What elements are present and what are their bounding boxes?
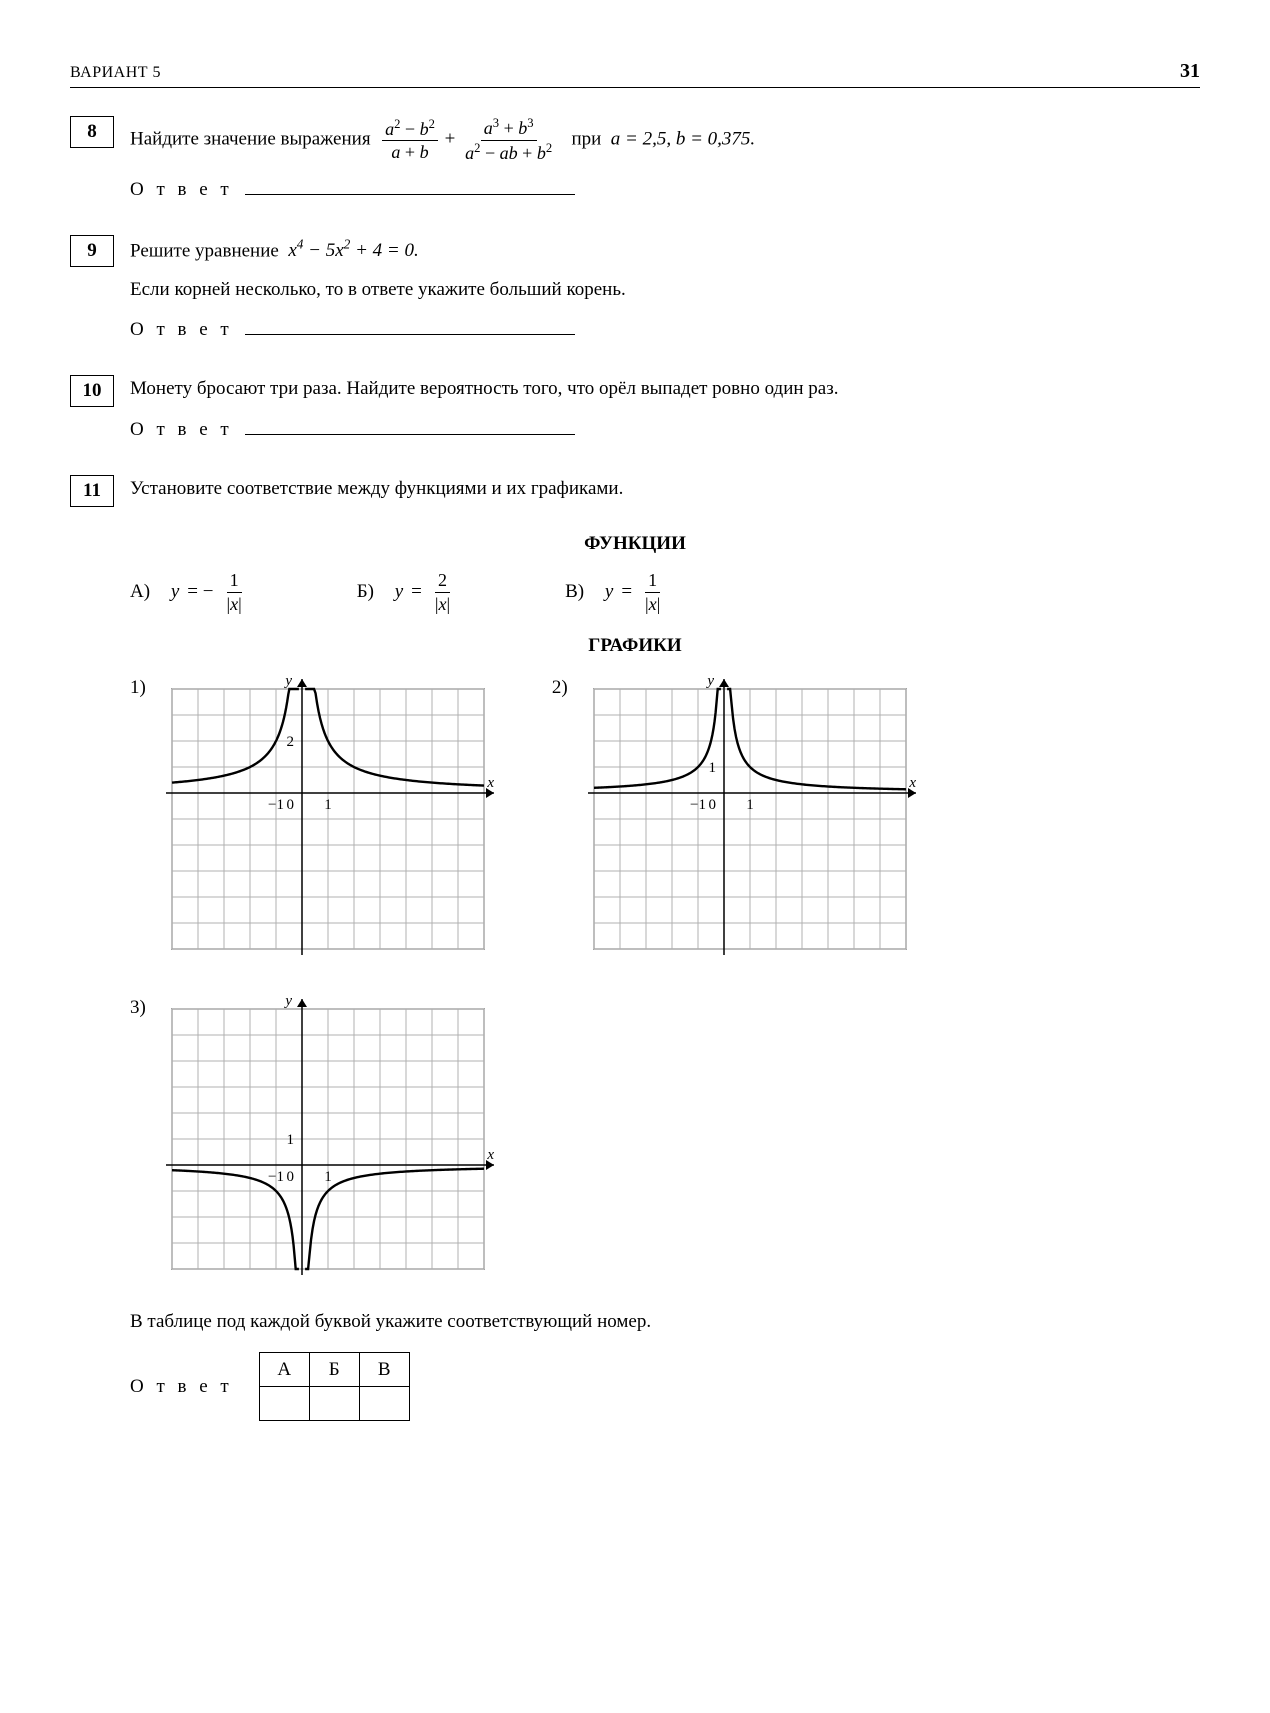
problem-11-note: В таблице под каждой буквой укажите соот…: [70, 1311, 1200, 1333]
graph-3-svg: x y 0 1 −1 1: [154, 991, 502, 1287]
graph-1: 1) xy01−12: [130, 671, 502, 967]
functions-list: А) y = − 1|x| Б) y = 2|x| В) y = 1|x|: [70, 569, 1200, 615]
variant-label: ВАРИАНТ 5: [70, 64, 161, 82]
problem-8-values: a = 2,5, b = 0,375.: [611, 128, 755, 149]
answer-line-10: О т в е т: [130, 414, 1200, 441]
th-v: В: [359, 1353, 409, 1387]
page-number: 31: [1180, 60, 1200, 83]
graphs-row-2: 3) xy01−11: [130, 991, 1200, 1287]
function-b: Б) y = 2|x|: [357, 569, 455, 615]
th-b: Б: [309, 1353, 359, 1387]
svg-text:2: 2: [286, 734, 294, 750]
graphs-row-1: 1) xy01−12 2) xy01−11: [130, 671, 1200, 967]
problem-9-line1: Решите уравнение x4 − 5x2 + 4 = 0.: [130, 235, 1200, 266]
svg-text:y: y: [283, 673, 292, 689]
fraction-1: a2 − b2 a + b: [382, 117, 438, 164]
svg-text:y: y: [283, 993, 292, 1009]
problem-10-text: Монету бросают три раза. Найдите вероятн…: [130, 375, 1200, 404]
problem-9: 9 Решите уравнение x4 − 5x2 + 4 = 0. Есл…: [70, 235, 1200, 355]
problem-11-text: Установите соответствие между функциями …: [130, 475, 1200, 504]
problem-8: 8 Найдите значение выражения a2 − b2 a +…: [70, 116, 1200, 215]
svg-text:0: 0: [286, 1169, 294, 1185]
answer-line-9: О т в е т: [130, 314, 1200, 341]
ans-v[interactable]: [359, 1387, 409, 1421]
svg-text:−1: −1: [268, 1169, 284, 1185]
problem-8-text: Найдите значение выражения a2 − b2 a + b…: [130, 116, 1200, 164]
answer-table-row: О т в е т А Б В: [70, 1352, 1200, 1421]
answer-blank[interactable]: [245, 314, 575, 335]
problem-11: 11 Установите соответствие между функция…: [70, 475, 1200, 514]
svg-text:x: x: [486, 775, 494, 791]
svg-text:0: 0: [286, 797, 294, 813]
functions-heading: ФУНКЦИИ: [70, 533, 1200, 555]
ans-b[interactable]: [309, 1387, 359, 1421]
graphs-heading: ГРАФИКИ: [70, 635, 1200, 657]
svg-text:x: x: [486, 1147, 494, 1163]
svg-text:x: x: [908, 775, 916, 791]
svg-text:1: 1: [708, 760, 716, 776]
problem-number: 10: [70, 375, 114, 407]
svg-text:1: 1: [324, 1169, 332, 1185]
graph-2-svg: x y 0 1 −1 1: [576, 671, 924, 967]
answer-table: А Б В: [259, 1352, 410, 1421]
answer-line-8: О т в е т: [130, 174, 1200, 201]
function-a: А) y = − 1|x|: [130, 569, 247, 615]
answer-blank[interactable]: [245, 174, 575, 195]
ans-a[interactable]: [259, 1387, 309, 1421]
problem-number: 9: [70, 235, 114, 267]
svg-text:−1: −1: [690, 797, 706, 813]
problem-number: 11: [70, 475, 114, 507]
graph-2: 2) xy01−11: [552, 671, 924, 967]
fraction-2: a3 + b3 a2 − ab + b2: [462, 116, 555, 164]
svg-text:−1: −1: [268, 797, 284, 813]
problem-number: 8: [70, 116, 114, 148]
svg-text:1: 1: [324, 797, 332, 813]
function-v: В) y = 1|x|: [565, 569, 665, 615]
graph-1-svg: x y 0 1 −1 2: [154, 671, 502, 967]
svg-text:y: y: [705, 673, 714, 689]
th-a: А: [259, 1353, 309, 1387]
svg-text:0: 0: [708, 797, 716, 813]
graph-3: 3) xy01−11: [130, 991, 502, 1287]
problem-10: 10 Монету бросают три раза. Найдите веро…: [70, 375, 1200, 454]
svg-text:1: 1: [746, 797, 754, 813]
svg-text:1: 1: [286, 1132, 294, 1148]
page-header: ВАРИАНТ 5 31: [70, 60, 1200, 88]
problem-9-line2: Если корней несколько, то в ответе укажи…: [130, 276, 1200, 305]
answer-blank[interactable]: [245, 414, 575, 435]
